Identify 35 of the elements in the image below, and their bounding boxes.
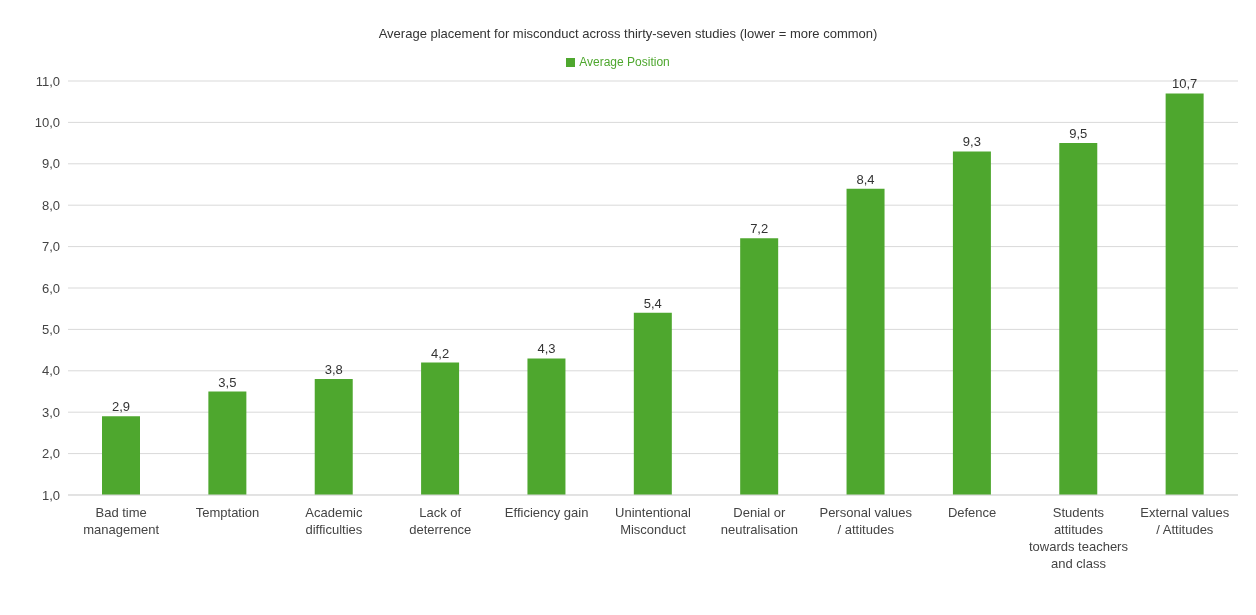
data-label: 7,2 — [750, 221, 769, 237]
y-tick-label: 4,0 — [41, 363, 60, 379]
y-tick-label: 2,0 — [41, 446, 60, 462]
y-tick-label: 3,0 — [41, 404, 60, 420]
x-tick-label: Students attitudes towards teachers and class — [1028, 505, 1129, 571]
y-tick-label: 10,0 — [34, 115, 60, 131]
data-label: 3,8 — [324, 362, 343, 378]
data-label: 4,3 — [537, 341, 556, 357]
x-tick-label: External values / Attitudes — [1140, 505, 1230, 537]
x-tick-label: Temptation — [195, 505, 260, 520]
x-tick-label: Efficiency gain — [504, 505, 589, 520]
data-label: 9,5 — [1069, 126, 1088, 142]
legend-label: Average Position — [579, 55, 670, 69]
data-label: 4,2 — [431, 345, 450, 361]
y-tick-label: 8,0 — [41, 197, 60, 213]
y-tick-label: 6,0 — [41, 280, 60, 296]
data-label: 8,4 — [856, 171, 875, 187]
y-tick-label: 9,0 — [41, 156, 60, 172]
y-tick-label: 5,0 — [41, 322, 60, 338]
data-label: 2,9 — [111, 399, 131, 415]
data-label: 9,3 — [962, 134, 981, 150]
data-label: 3,5 — [218, 374, 237, 390]
y-tick-label: 11,0 — [35, 73, 60, 89]
data-label: 10,7 — [1171, 76, 1198, 92]
data-label: 5,4 — [643, 295, 662, 311]
x-tick-label: Personal values / attitudes — [819, 505, 913, 537]
y-tick-label: 1,0 — [41, 487, 60, 503]
x-tick-label: Lack of deterrence — [409, 505, 472, 537]
x-tick-label: Unintentional Misconduct — [615, 505, 692, 537]
y-tick-label: 7,0 — [41, 239, 60, 255]
x-tick-label: Academic difficulties — [305, 505, 363, 537]
x-tick-label: Denial or neutralisation — [720, 505, 799, 537]
chart-title: Average placement for misconduct across thirty-seven studies (lower = more common) — [377, 25, 879, 43]
x-tick-label: Bad time management — [83, 505, 160, 537]
x-tick-label: Defence — [947, 505, 997, 520]
